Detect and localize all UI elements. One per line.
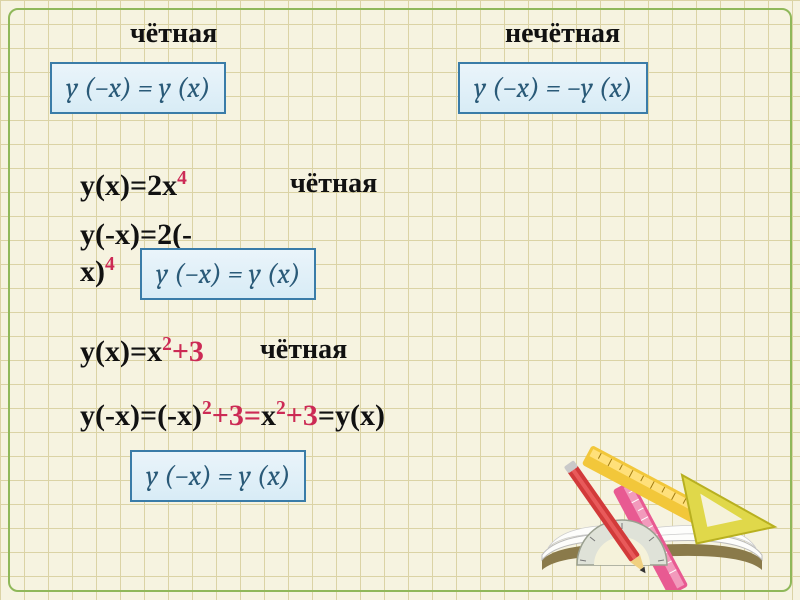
ex2-tail: =y(x) <box>318 399 385 432</box>
formula-box-odd: y (−x) = −y (x) <box>458 62 648 114</box>
ex1-step-line2: x)4 <box>80 254 115 289</box>
ex2-mid2-pre: x <box>261 399 276 432</box>
ex2-step-exp: 2 <box>202 398 212 419</box>
title-odd: нечётная <box>505 18 620 50</box>
ex2-step: y(-x)=(-x)2+3=x2+3=y(x) <box>80 398 385 433</box>
ex2-mid2-exp: 2 <box>276 398 286 419</box>
ex2-step-pre: y(-x)=(-x) <box>80 399 202 432</box>
ex2-plus3: +3 <box>172 335 204 368</box>
ex1-step2-text: x) <box>80 255 105 288</box>
set-square <box>682 458 775 543</box>
ex2-mid3: +3 <box>286 399 318 432</box>
ex1-func: y(x)=2x4 <box>80 168 187 203</box>
formula-box-mid: y (−x) = y (x) <box>140 248 316 300</box>
formula-box-bottom: y (−x) = y (x) <box>130 450 306 502</box>
ex2-func: y(x)=x2+3 <box>80 334 204 369</box>
formula-box-even: y (−x) = y (x) <box>50 62 226 114</box>
ex1-step-line1: y(-x)=2(- <box>80 218 192 252</box>
ex2-mid: +3= <box>212 399 261 432</box>
ex1-func-exp: 4 <box>177 168 187 189</box>
book-tools-illustration <box>522 410 782 590</box>
ex1-step2-exp: 4 <box>105 254 115 275</box>
ex2-func-pre: y(x)=x <box>80 335 162 368</box>
ex1-tag: чётная <box>290 168 377 200</box>
ex2-tag: чётная <box>260 334 347 366</box>
title-even: чётная <box>130 18 217 50</box>
ex1-func-text: y(x)=2x <box>80 169 177 202</box>
ex2-func-exp: 2 <box>162 334 172 355</box>
